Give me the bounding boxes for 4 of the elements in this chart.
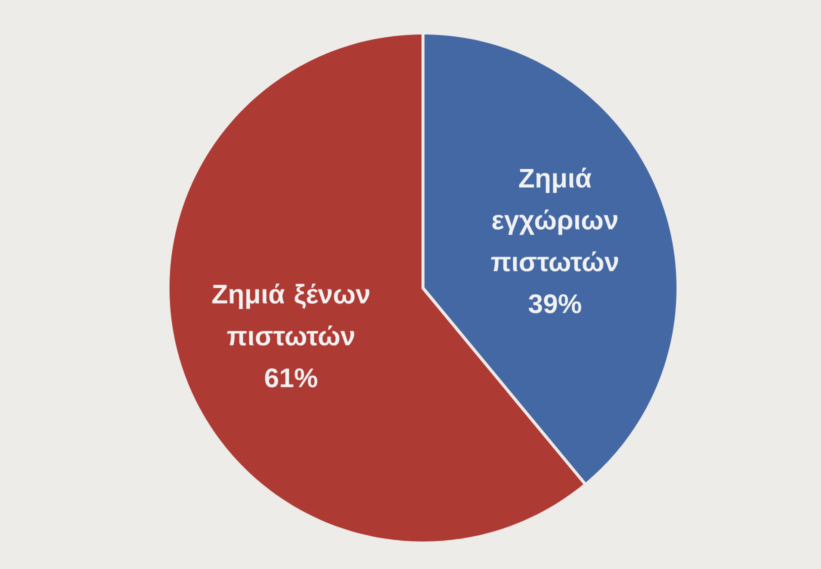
data-label: 61% bbox=[265, 368, 318, 388]
data-label: 39% bbox=[528, 294, 582, 314]
slice-label: Ζημιά εγχώριων πιστωτών bbox=[491, 168, 618, 272]
slice-label: Ζημιά ξένων πιστωτών bbox=[212, 284, 370, 346]
